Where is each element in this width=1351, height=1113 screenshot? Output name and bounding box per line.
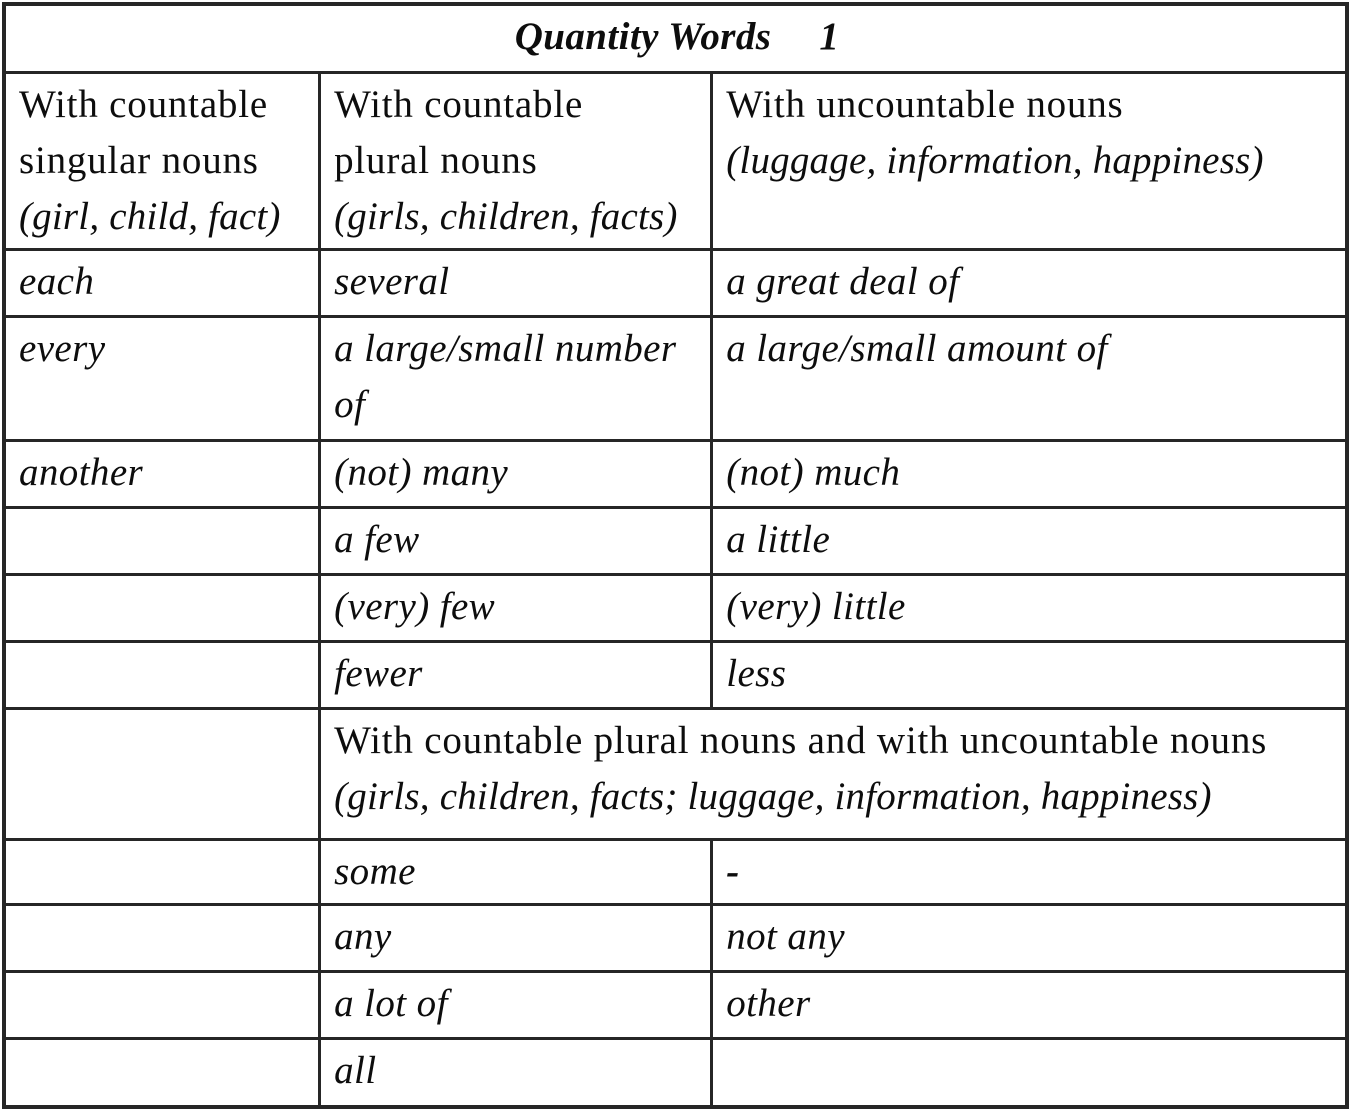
- table-row: any not any: [2, 902, 1349, 974]
- table-row: another (not) many (not) much: [2, 438, 1349, 509]
- cell-singular: each: [2, 248, 322, 319]
- merged-header-cell: With countable plural nouns and with unc…: [318, 707, 1349, 841]
- cell-plural: a lot of: [318, 970, 714, 1041]
- cell-singular: [2, 572, 322, 644]
- cell-uncountable: a great deal of: [710, 248, 1349, 319]
- cell-plural: any: [318, 902, 714, 974]
- table-row: fewer less: [2, 640, 1349, 711]
- cell-singular: [2, 505, 322, 576]
- header-label-line: With uncountable nouns: [726, 82, 1124, 126]
- cell-plural: (very) few: [318, 572, 714, 644]
- table-row: all: [2, 1037, 1349, 1109]
- cell-uncountable: a little: [710, 505, 1349, 576]
- table-row: a lot of other: [2, 970, 1349, 1041]
- header-examples: (girl, child, fact): [19, 194, 281, 238]
- table-title: Quantity Words 1: [19, 9, 1335, 65]
- header-label-line: With countable: [334, 82, 584, 126]
- cell-singular: another: [2, 438, 322, 509]
- table-row: some -: [2, 837, 1349, 906]
- cell-singular: [2, 1037, 322, 1109]
- cell-singular: [2, 640, 322, 711]
- merged-header-examples: (girls, children, facts; luggage, inform…: [334, 775, 1212, 819]
- column-header-countable-plural: With countable plural nouns (girls, chil…: [318, 70, 714, 252]
- header-label-line: plural nouns: [334, 138, 538, 182]
- table-row: (very) few (very) little: [2, 572, 1349, 644]
- cell-plural: a few: [318, 505, 714, 576]
- cell-plural: some: [318, 837, 714, 906]
- cell-uncountable: [710, 1037, 1349, 1109]
- cell-uncountable-dash: -: [710, 837, 1349, 906]
- cell-singular: every: [2, 315, 322, 442]
- cell-plural: a large/small number of: [318, 315, 714, 442]
- merged-header-label: With countable plural nouns and with unc…: [334, 719, 1268, 763]
- cell-uncountable: a large/small amount of: [710, 315, 1349, 442]
- cell-plural: several: [318, 248, 714, 319]
- cell-uncountable: other: [710, 970, 1349, 1041]
- cell-uncountable: (very) little: [710, 572, 1349, 644]
- table-title-number: 1: [819, 15, 840, 58]
- cell-uncountable: (not) much: [710, 438, 1349, 509]
- cell-plural: (not) many: [318, 438, 714, 509]
- cell-singular-empty: [2, 707, 322, 841]
- header-examples: (luggage, information, happiness): [726, 138, 1264, 182]
- column-header-countable-singular: With countable singular nouns (girl, chi…: [2, 70, 322, 252]
- cell-uncountable: less: [710, 640, 1349, 711]
- cell-singular: [2, 837, 322, 906]
- header-label-line: With countable: [19, 82, 268, 126]
- table-row: every a large/small number of a large/sm…: [2, 315, 1349, 442]
- table-row: a few a little: [2, 505, 1349, 576]
- header-examples: (girls, children, facts): [334, 194, 678, 238]
- cell-plural: fewer: [318, 640, 714, 711]
- header-label-line: singular nouns: [19, 138, 259, 182]
- column-header-uncountable: With uncountable nouns (luggage, informa…: [710, 70, 1349, 252]
- cell-singular: [2, 970, 322, 1041]
- cell-uncountable: not any: [710, 902, 1349, 974]
- cell-plural: all: [318, 1037, 714, 1109]
- table-title-cell: Quantity Words 1: [2, 2, 1349, 74]
- cell-singular: [2, 902, 322, 974]
- table-title-text: Quantity Words: [514, 15, 772, 58]
- table-row: each several a great deal of: [2, 248, 1349, 319]
- table-row: With countable plural nouns and with unc…: [2, 707, 1349, 841]
